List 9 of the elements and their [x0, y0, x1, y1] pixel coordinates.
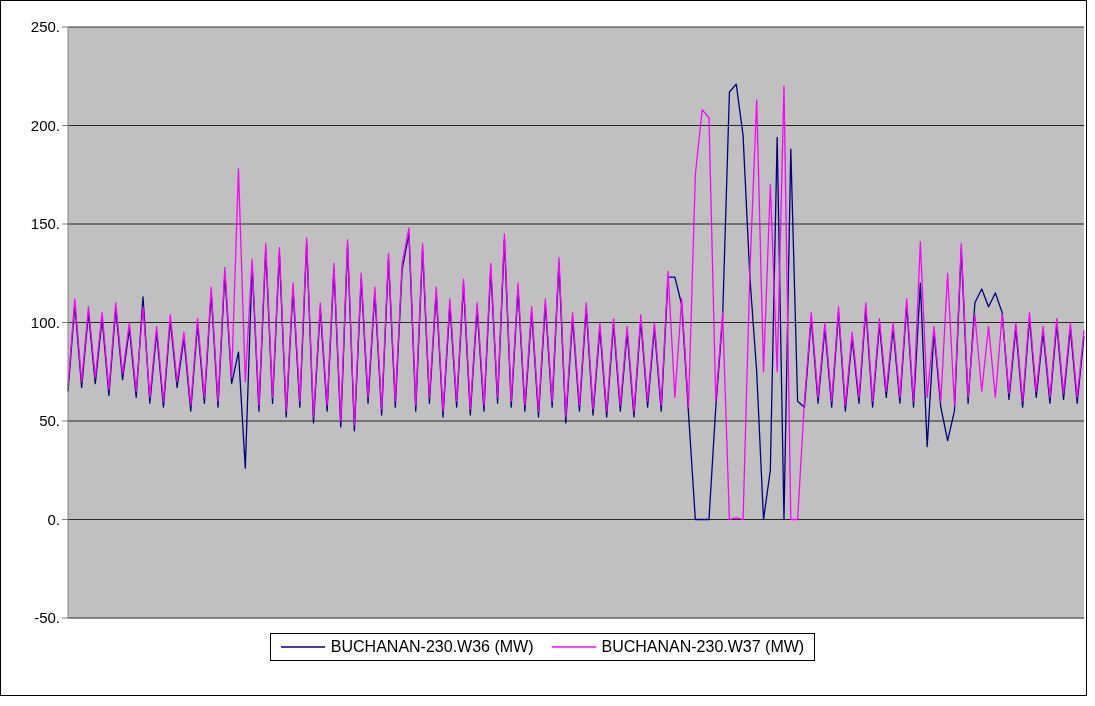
y-tick-label: 250.: [30, 18, 60, 36]
y-tick-label: 100.: [30, 313, 60, 331]
legend-label: BUCHANAN-230.W37 (MW): [601, 638, 805, 656]
y-tick-label: -50.: [34, 609, 60, 627]
y-tick-label: 50.: [39, 412, 60, 430]
legend-label: BUCHANAN-230.W36 (MW): [330, 638, 534, 656]
y-tick-label: 150.: [30, 215, 60, 233]
y-tick-label: 200.: [30, 116, 60, 134]
y-tick-label: 0.: [47, 510, 60, 528]
